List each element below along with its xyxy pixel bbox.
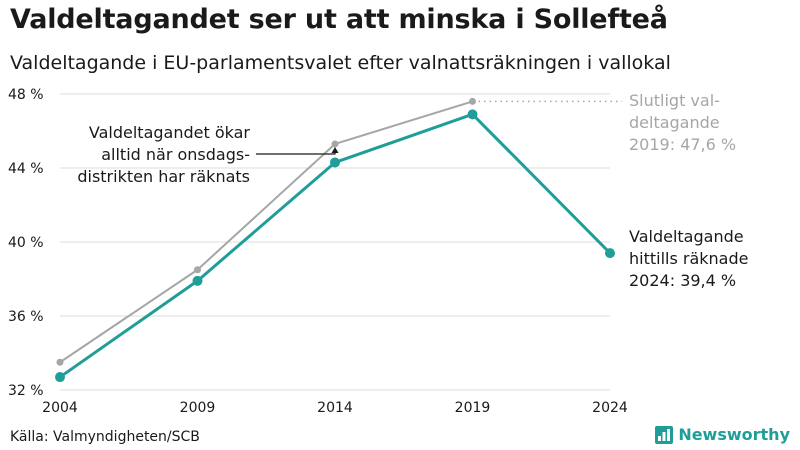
counting-note: alltid när onsdags- bbox=[101, 145, 250, 164]
data-point-final bbox=[469, 97, 476, 105]
y-tick-label: 44 % bbox=[8, 161, 44, 177]
chart-title: Valdeltagandet ser ut att minska i Solle… bbox=[10, 4, 668, 35]
x-tick-label: 2019 bbox=[455, 400, 491, 416]
source-note: Källa: Valmyndigheten/SCB bbox=[10, 429, 200, 445]
x-tick-label: 2009 bbox=[180, 400, 216, 416]
counting-note: Valdeltagandet ökar bbox=[89, 123, 251, 142]
bar-chart-icon bbox=[655, 425, 674, 444]
final-value-label: deltagande bbox=[629, 113, 720, 132]
data-point-preliminary bbox=[55, 372, 65, 383]
data-point-preliminary bbox=[467, 109, 478, 120]
preliminary-value-label: Valdeltagande bbox=[629, 227, 744, 246]
x-axis-ticks: 2004 2009 2014 2019 2024 bbox=[42, 400, 628, 416]
series bbox=[55, 97, 615, 383]
line-chart: 32 % 36 % 40 % 44 % 48 % 2004 2009 2014 2019 202… bbox=[8, 87, 748, 416]
data-point-preliminary bbox=[605, 248, 615, 259]
brand-logo: Newsworthy bbox=[655, 425, 790, 444]
preliminary-value-label: 2024: 39,4 % bbox=[629, 271, 736, 290]
y-axis-ticks: 32 % 36 % 40 % 44 % 48 % bbox=[8, 87, 44, 399]
y-tick-label: 36 % bbox=[8, 309, 44, 325]
arrow-head-icon bbox=[331, 146, 339, 153]
final-value-label: Slutligt val- bbox=[629, 91, 720, 110]
data-point-preliminary bbox=[330, 157, 340, 168]
counting-note: distrikten har räknats bbox=[77, 167, 250, 186]
data-point-final bbox=[56, 358, 64, 366]
counting-note-pointer bbox=[256, 150, 336, 155]
y-tick-label: 32 % bbox=[8, 383, 44, 399]
final-value-label: 2019: 47,6 % bbox=[629, 135, 736, 154]
y-tick-label: 48 % bbox=[8, 87, 44, 103]
data-point-final bbox=[194, 266, 201, 274]
y-tick-label: 40 % bbox=[8, 235, 44, 251]
gridlines bbox=[60, 93, 610, 391]
chart-subtitle: Valdeltagande i EU-parlamentsvalet efter… bbox=[10, 52, 671, 74]
brand-name: Newsworthy bbox=[678, 425, 790, 444]
x-tick-label: 2024 bbox=[592, 400, 628, 416]
annotations: Slutligt val-deltagande 2019: 47,6 % Valde… bbox=[77, 91, 748, 290]
x-tick-label: 2014 bbox=[317, 400, 353, 416]
preliminary-value-label: hittills räknade bbox=[629, 249, 748, 268]
series-line-final bbox=[59, 100, 473, 364]
x-tick-label: 2004 bbox=[42, 400, 78, 416]
data-point-final bbox=[331, 140, 339, 148]
data-point-preliminary bbox=[192, 275, 203, 286]
